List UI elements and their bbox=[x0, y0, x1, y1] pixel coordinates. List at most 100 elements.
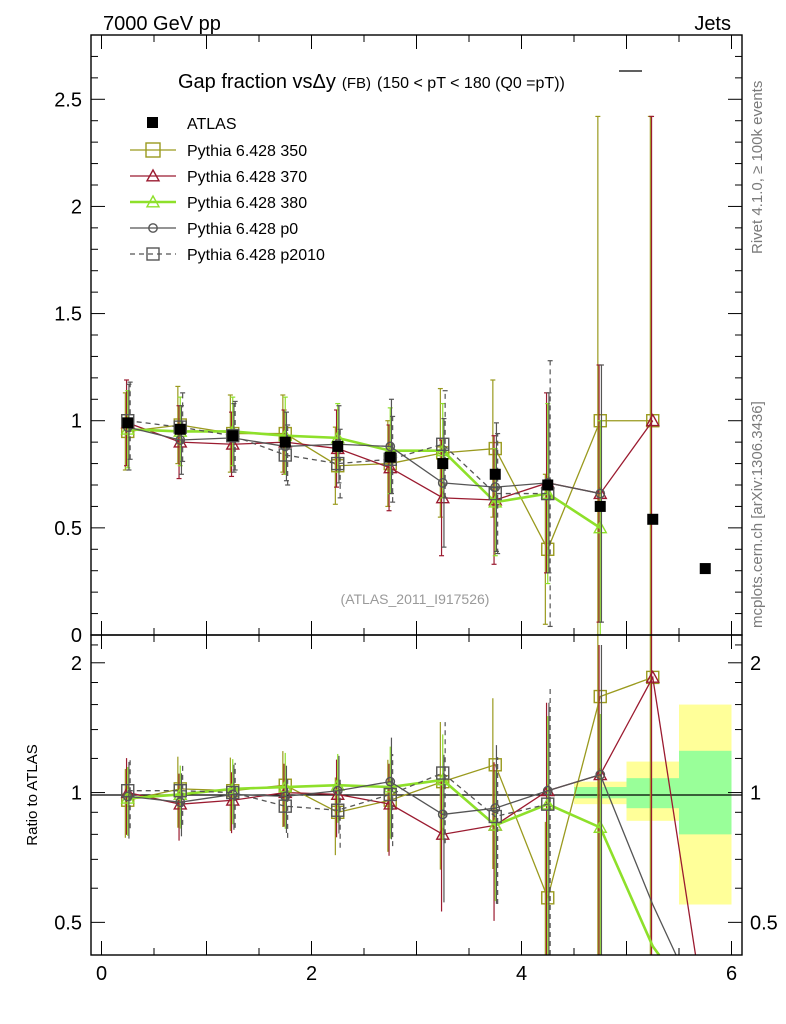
y-tick-label-upper-2: 1 bbox=[71, 411, 82, 433]
y-tick-label-upper-0: 0 bbox=[71, 625, 82, 647]
data-point-3 bbox=[279, 436, 291, 448]
ratio-point-s2-1 bbox=[173, 787, 188, 800]
y-tick-label-ratio-right-1: 1 bbox=[750, 783, 761, 805]
axis-ticks bbox=[91, 34, 742, 955]
ratio-point-s4-5 bbox=[383, 787, 397, 802]
legend-label-0: Pythia 6.428 350 bbox=[187, 143, 307, 160]
point-s1-10 bbox=[645, 413, 660, 427]
point-s3-1 bbox=[175, 435, 186, 445]
y-tick-label-ratio-right-2: 2 bbox=[750, 653, 761, 675]
ratio-point-s4-1 bbox=[173, 784, 187, 798]
legend-label-3: Pythia 6.428 p0 bbox=[187, 221, 298, 238]
point-s4-7 bbox=[488, 486, 502, 501]
legend-label-atlas: ATLAS bbox=[187, 116, 237, 133]
data-point-1 bbox=[174, 423, 186, 435]
ratio-point-s4-4 bbox=[331, 803, 345, 817]
point-s2-9 bbox=[593, 520, 608, 534]
y-tick-label-upper-4: 2 bbox=[71, 196, 82, 218]
ratio-plot-series bbox=[120, 635, 697, 955]
ratio-point-s3-7 bbox=[490, 803, 501, 814]
y-tick-label-upper-5: 2.5 bbox=[54, 89, 82, 111]
ratio-point-s4-0 bbox=[121, 784, 135, 798]
ratio-point-s4-6 bbox=[436, 766, 450, 780]
ratio-point-s4-8 bbox=[541, 797, 555, 811]
ratio-line-s1 bbox=[127, 675, 697, 955]
data-point-9 bbox=[594, 500, 606, 512]
ratio-point-s2-2 bbox=[225, 781, 240, 795]
legend-label-2: Pythia 6.428 380 bbox=[187, 195, 307, 212]
ratio-line-s4 bbox=[127, 772, 548, 818]
ratio-point-s2-8 bbox=[540, 796, 555, 810]
y-tick-label-ratio-left-0: 0.5 bbox=[54, 912, 82, 934]
ratio-point-s1-10 bbox=[645, 669, 660, 683]
header-right: Jets bbox=[694, 13, 731, 35]
ratio-point-s3-9 bbox=[595, 769, 606, 780]
legend-label-4: Pythia 6.428 p2010 bbox=[187, 247, 325, 264]
axis-tick-labels: 0 2 4 6 0 0.5 1 1.5 2 2.5 0.5 0.5 1 1 2 2 bbox=[54, 89, 778, 985]
data-point-0 bbox=[122, 417, 134, 429]
title-main: Gap fraction vsΔy bbox=[178, 71, 336, 93]
title-fb: (FB) bbox=[342, 75, 371, 92]
y-tick-label-ratio-right-0: 0.5 bbox=[750, 912, 778, 934]
ratio-point-s4-2 bbox=[226, 785, 240, 800]
legend-marker-3 bbox=[148, 223, 158, 233]
mcplots-label: mcplots.cern.ch [arXiv:1306.3436] bbox=[749, 401, 766, 628]
ratio-point-s2-9 bbox=[593, 820, 608, 833]
ratio-line-s2 bbox=[127, 778, 661, 955]
line-s2 bbox=[127, 427, 601, 529]
point-s4-2 bbox=[226, 429, 240, 443]
y-tick-label-ratio-left-2: 2 bbox=[71, 653, 82, 675]
x-tick-label-1: 2 bbox=[306, 963, 317, 985]
data-point-2 bbox=[227, 430, 239, 442]
legend-marker-atlas bbox=[147, 117, 158, 128]
plot-title: Gap fraction vsΔy (FB) (150 < pT < 180 (Q0… bbox=[178, 71, 565, 93]
ratio-point-s4-3 bbox=[278, 799, 292, 813]
line-s3 bbox=[127, 426, 601, 495]
legend-marker-2 bbox=[145, 194, 161, 208]
data-point-7 bbox=[489, 468, 501, 480]
legend: ATLAS Pythia 6.428 350 Pythia 6.428 370 Py… bbox=[130, 116, 325, 264]
x-tick-label-3: 6 bbox=[726, 963, 737, 985]
legend-marker-4 bbox=[146, 247, 160, 261]
data-point-8 bbox=[542, 479, 554, 491]
ratio-point-s0-9 bbox=[593, 689, 607, 704]
data-point-5 bbox=[384, 451, 396, 463]
legend-marker-0 bbox=[145, 142, 161, 158]
point-s2-7 bbox=[488, 494, 503, 508]
ratio-point-s0-7 bbox=[488, 758, 502, 772]
ratio-point-s3-8 bbox=[542, 785, 553, 796]
ratio-point-s2-0 bbox=[120, 790, 135, 804]
ratio-point-s2-7 bbox=[488, 817, 503, 831]
ratio-line-s3 bbox=[127, 773, 677, 955]
y-tick-label-upper-3: 1.5 bbox=[54, 304, 82, 326]
y-tick-label-ratio-left-1: 1 bbox=[71, 783, 82, 805]
point-s4-4 bbox=[331, 456, 345, 471]
rivet-label: Rivet 4.1.0, ≥ 100k events bbox=[749, 81, 766, 254]
title-cut: (150 < pT < 180 (Q0 = bbox=[377, 75, 535, 92]
ratio-point-s4-7 bbox=[488, 809, 502, 824]
ratio-uncertainty-band bbox=[574, 704, 732, 905]
line-s4 bbox=[127, 420, 548, 495]
legend-marker-1 bbox=[145, 168, 161, 182]
point-s3-9 bbox=[595, 488, 606, 499]
x-tick-label-2: 4 bbox=[516, 963, 527, 985]
header-left: 7000 GeV pp bbox=[103, 13, 221, 35]
ratio-point-s3-1 bbox=[175, 797, 186, 808]
ratio-point-s3-6 bbox=[437, 809, 448, 820]
title-pt-bar: pT bbox=[536, 75, 555, 92]
ratio-point-s3-4 bbox=[332, 785, 343, 796]
data-point-4 bbox=[332, 440, 344, 452]
ratio-point-s3-5 bbox=[385, 776, 396, 787]
upper-plot-series bbox=[120, 115, 711, 635]
point-s3-6 bbox=[437, 477, 448, 488]
ratio-point-s2-5 bbox=[383, 779, 398, 793]
y-tick-label-upper-1: 0.5 bbox=[54, 518, 82, 540]
point-s3-5 bbox=[385, 441, 396, 452]
analysis-tag: (ATLAS_2011_I917526) bbox=[341, 591, 490, 607]
point-s2-0 bbox=[120, 421, 135, 435]
point-s4-6 bbox=[436, 437, 450, 451]
data-point-10 bbox=[647, 513, 659, 525]
point-s4-3 bbox=[278, 448, 292, 462]
band-inner-2 bbox=[679, 750, 732, 835]
